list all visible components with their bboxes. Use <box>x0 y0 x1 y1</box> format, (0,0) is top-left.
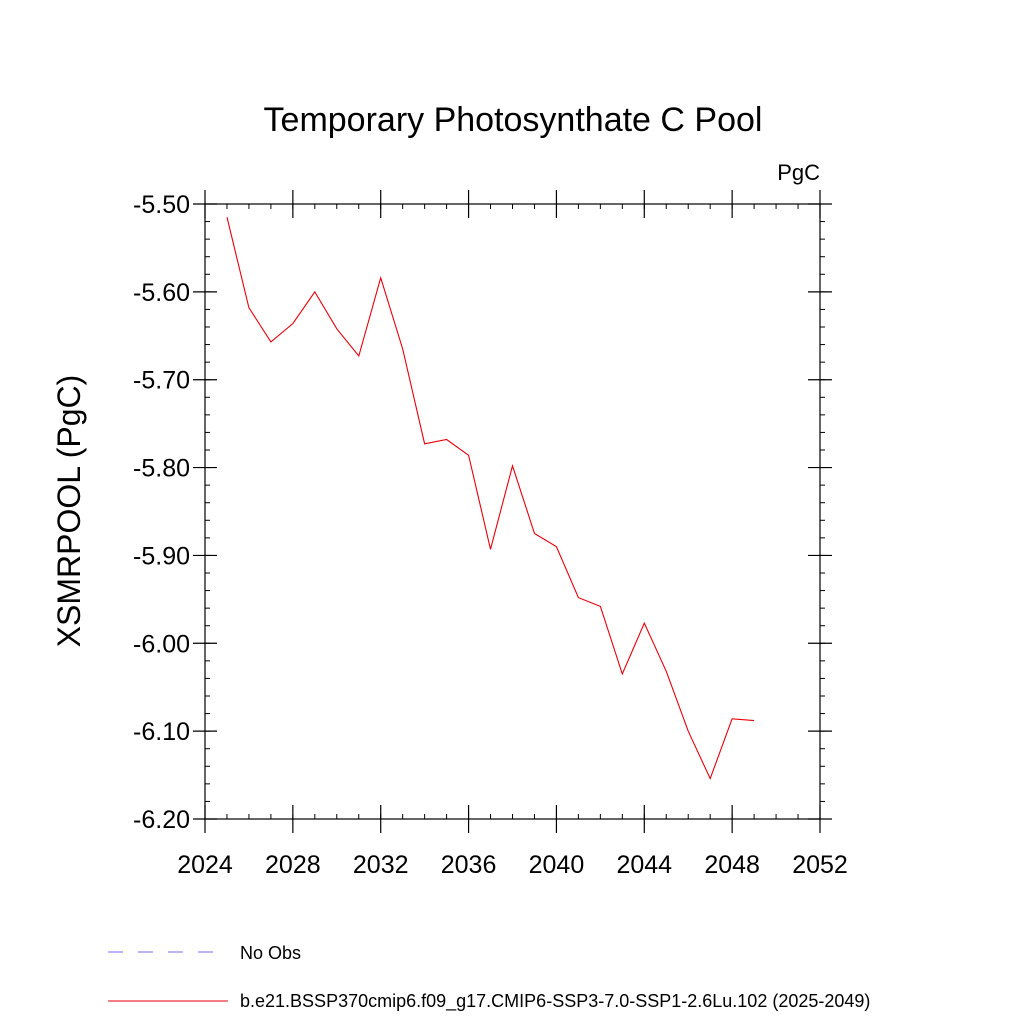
y-tick-label: -6.20 <box>133 806 190 834</box>
series-line-0 <box>226 217 755 781</box>
x-tick-label: 2028 <box>265 851 321 879</box>
y-tick-label: -5.50 <box>133 191 190 219</box>
plot-frame <box>204 203 821 820</box>
y-tick-label: -5.80 <box>133 455 190 483</box>
legend-label-model-run: b.e21.BSSP370cmip6.f09_g17.CMIP6-SSP3-7.… <box>240 991 870 1012</box>
y-tick-label: -5.90 <box>133 542 190 570</box>
x-tick-label: 2032 <box>353 851 409 879</box>
y-axis: -5.50 -5.60 -5.70 -5.80 -5.90 -6.00 -6.10 -6.20 <box>133 191 832 834</box>
units-label: PgC <box>777 160 820 185</box>
x-tick-label: 2048 <box>704 851 760 879</box>
y-axis-label: XSMRPOOL (PgC) <box>51 375 87 648</box>
x-tick-label: 2052 <box>792 851 848 879</box>
x-tick-label: 2024 <box>177 851 233 879</box>
y-tick-label: -6.10 <box>133 718 190 746</box>
series-layer <box>226 217 755 781</box>
x-tick-label: 2040 <box>529 851 585 879</box>
y-tick-label: -5.70 <box>133 367 190 395</box>
y-tick-label: -6.00 <box>133 630 190 658</box>
legend: No Obs b.e21.BSSP370cmip6.f09_g17.CMIP6-… <box>108 943 870 1012</box>
chart-title: Temporary Photosynthate C Pool <box>264 101 763 139</box>
y-tick-label: -5.60 <box>133 279 190 307</box>
legend-label-no-obs: No Obs <box>240 943 301 963</box>
x-tick-label: 2044 <box>616 851 672 879</box>
x-tick-label: 2036 <box>441 851 497 879</box>
x-axis: 2024 2028 2032 2036 2040 2044 2048 2052 <box>177 190 848 879</box>
